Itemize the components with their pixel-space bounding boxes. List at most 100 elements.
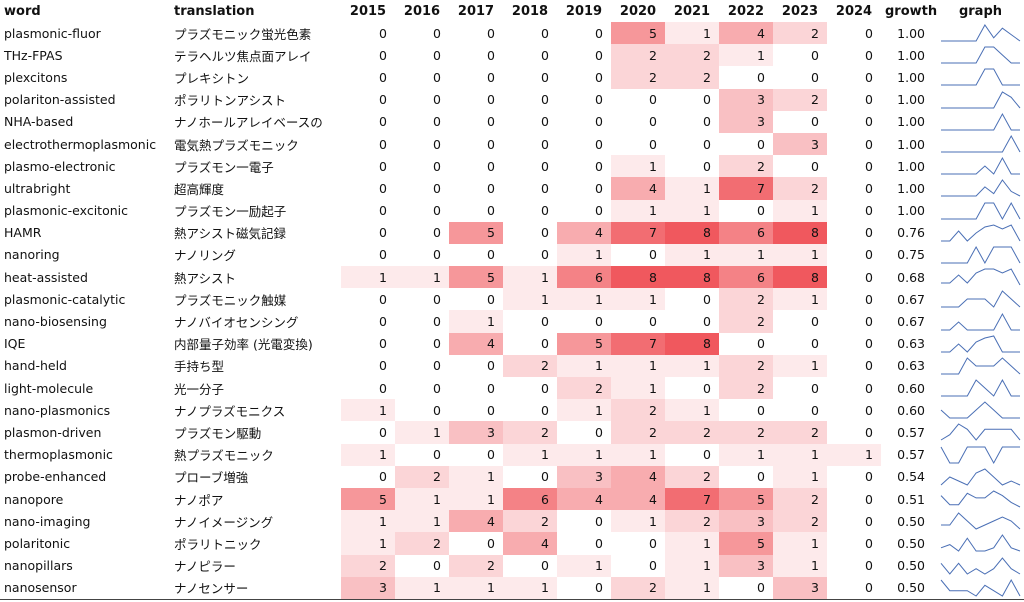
count-cell: 7 — [611, 221, 665, 244]
sparkline-cell — [937, 288, 1024, 310]
sparkline-line — [941, 379, 1020, 397]
sparkline-cell — [937, 555, 1024, 577]
count-cell: 0 — [379, 336, 387, 352]
growth-cell: 1.00 — [897, 69, 925, 85]
count-cell: 1 — [665, 243, 719, 267]
count-cell: 0 — [379, 25, 387, 41]
count-cell: 0 — [757, 402, 765, 418]
count-cell: 3 — [449, 421, 503, 444]
count-cell: 1 — [503, 266, 557, 289]
translation-cell: プローブ増強 — [174, 470, 249, 486]
count-cell: 0 — [433, 291, 441, 307]
sparkline-line — [940, 401, 1020, 419]
sparkline-line — [941, 512, 1021, 530]
growth-cell: 1.00 — [897, 180, 925, 196]
count-cell: 0 — [433, 225, 441, 241]
count-cell: 3 — [719, 110, 773, 133]
count-cell: 0 — [433, 114, 441, 130]
count-cell: 1 — [557, 443, 611, 466]
count-cell: 8 — [611, 266, 665, 289]
growth-cell: 0.67 — [897, 314, 925, 330]
sparkline-line — [941, 224, 1021, 242]
growth-cell: 0.57 — [897, 424, 925, 440]
count-cell: 0 — [811, 158, 819, 174]
count-cell: 1 — [773, 354, 827, 377]
count-cell: 0 — [595, 513, 603, 529]
count-cell: 1 — [395, 421, 449, 444]
word-cell: polaritonic — [4, 535, 71, 551]
count-cell: 0 — [487, 92, 495, 108]
count-cell: 1 — [557, 243, 611, 267]
count-cell: 2 — [773, 421, 827, 444]
count-cell: 2 — [719, 377, 773, 400]
count-cell: 4 — [557, 487, 611, 511]
count-cell: 0 — [865, 247, 873, 263]
count-cell: 0 — [487, 380, 495, 396]
sparkline-cell — [937, 355, 1024, 377]
sparkline — [941, 379, 1020, 397]
count-cell: 1 — [773, 288, 827, 311]
count-cell: 1 — [557, 354, 611, 377]
count-cell: 6 — [719, 221, 773, 244]
translation-cell: ナノピラー — [174, 559, 236, 575]
count-cell: 0 — [811, 47, 819, 63]
count-cell: 0 — [865, 269, 873, 285]
count-cell: 1 — [719, 44, 773, 67]
count-cell: 0 — [757, 136, 765, 152]
growth-cell: 0.75 — [897, 247, 925, 263]
count-cell: 0 — [865, 180, 873, 196]
sparkline-cell — [937, 244, 1024, 266]
count-cell: 8 — [773, 266, 827, 289]
count-cell: 0 — [865, 402, 873, 418]
table-row: plasmonic-catalytic プラズモニック触媒 0 0 0 1 1 1 0 2 1 0 0.… — [0, 288, 1024, 311]
count-cell: 5 — [557, 332, 611, 355]
count-cell: 1 — [557, 399, 611, 422]
count-cell: 0 — [703, 314, 711, 330]
sparkline-line — [941, 245, 1021, 265]
sparkline-cell — [937, 377, 1024, 399]
count-cell: 0 — [865, 491, 873, 507]
translation-cell: テラヘルツ焦点面アレイ — [174, 48, 312, 64]
translation-cell: ナノプラズモニクス — [174, 403, 286, 419]
count-cell: 0 — [433, 25, 441, 41]
sparkline — [941, 357, 1021, 375]
count-cell: 1 — [665, 399, 719, 422]
growth-cell: 0.50 — [897, 513, 925, 529]
count-cell: 1 — [449, 487, 503, 511]
word-cell: nano-imaging — [4, 513, 91, 529]
count-cell: 1 — [557, 554, 611, 577]
count-cell: 0 — [487, 291, 495, 307]
header-year: 2022 — [727, 3, 765, 19]
count-cell: 0 — [487, 447, 495, 463]
word-cell: nano-biosensing — [4, 314, 107, 330]
count-cell: 8 — [665, 221, 719, 244]
sparkline-line — [941, 357, 1021, 375]
sparkline-cell — [937, 532, 1024, 554]
count-cell: 2 — [611, 576, 665, 600]
count-cell: 4 — [611, 177, 665, 200]
count-cell: 0 — [487, 402, 495, 418]
sparkline-line — [940, 534, 1021, 553]
count-cell: 0 — [433, 69, 441, 85]
header-translation: translation — [174, 3, 255, 19]
table-row: ultrabright 超高輝度 0 0 0 0 0 4 1 7 2 0 1.00 — [0, 177, 1024, 200]
count-cell: 0 — [541, 25, 549, 41]
count-cell: 1 — [341, 443, 395, 466]
count-cell: 4 — [503, 532, 557, 555]
translation-cell: ナノリング — [174, 248, 236, 264]
count-cell: 0 — [595, 180, 603, 196]
count-cell: 7 — [611, 332, 665, 355]
count-cell: 7 — [719, 177, 773, 200]
count-cell: 8 — [665, 266, 719, 289]
count-cell: 0 — [595, 69, 603, 85]
count-cell: 0 — [379, 92, 387, 108]
count-cell: 1 — [773, 554, 827, 577]
table-row: plasmon-driven プラズモン駆動 0 1 3 2 0 2 2 2 2 0 0.57 — [0, 421, 1024, 444]
table-row: plasmonic-excitonic プラズモン一励起子 0 0 0 0 0 1 1 0 1 0 1.… — [0, 199, 1024, 222]
word-cell: plasmonic-catalytic — [4, 291, 126, 307]
sparkline-cell — [937, 66, 1024, 88]
translation-cell: ナノイメージング — [174, 514, 274, 530]
sparkline — [941, 179, 1021, 197]
word-cell: nanopore — [4, 491, 64, 507]
count-cell: 1 — [773, 532, 827, 555]
